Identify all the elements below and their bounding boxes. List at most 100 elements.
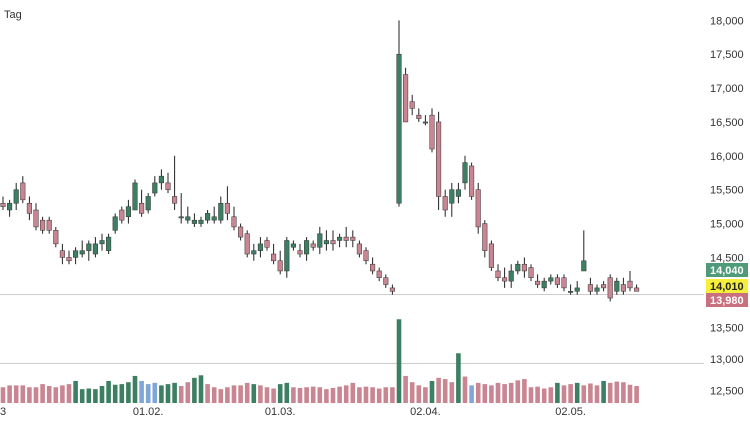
- candle-body: [449, 189, 455, 204]
- volume-tick-label: 13,500: [710, 322, 744, 334]
- price-tick-label: 15,500: [710, 185, 744, 197]
- candle-body: [614, 280, 620, 292]
- price-tick-label: 14,500: [710, 252, 744, 264]
- candle-body: [165, 182, 171, 190]
- volume-bar: [139, 380, 144, 403]
- candle-body: [211, 216, 217, 221]
- volume-bar: [350, 382, 356, 403]
- candle-body: [469, 165, 475, 197]
- price-tag-mid-label: 14,010: [710, 281, 744, 293]
- candle-body: [112, 216, 118, 231]
- candle-body: [158, 175, 164, 184]
- candle-body: [350, 236, 356, 241]
- volume-bar: [112, 384, 118, 403]
- candle-body: [119, 209, 125, 221]
- candle-body: [462, 162, 468, 184]
- candle-body: [634, 287, 640, 292]
- candle-body: [416, 114, 422, 119]
- candle-body: [548, 277, 554, 282]
- volume-bar: [416, 385, 422, 403]
- volume-bar: [548, 387, 554, 403]
- candle-body: [284, 240, 290, 272]
- volume-bar: [40, 384, 45, 403]
- volume-bar: [7, 385, 12, 403]
- candle-body: [396, 53, 402, 204]
- volume-bar: [145, 384, 151, 403]
- volume-bar: [627, 384, 633, 403]
- volume-bar: [205, 384, 210, 403]
- candle-body: [343, 236, 349, 241]
- candle-body: [277, 260, 283, 272]
- volume-bar: [502, 384, 507, 403]
- price-tag-high: [706, 263, 748, 277]
- volume-bar: [66, 384, 72, 403]
- volume-bar: [0, 387, 6, 403]
- candle-body: [139, 202, 145, 214]
- volume-bar: [343, 385, 349, 403]
- volume-bar: [271, 388, 276, 403]
- candle-body: [152, 182, 158, 194]
- volume-bar: [594, 385, 600, 403]
- volume-bar: [284, 382, 290, 403]
- volume-bar: [568, 384, 573, 403]
- volume-bar: [258, 385, 263, 403]
- volume-bar: [601, 380, 606, 403]
- volume-bar: [324, 389, 329, 403]
- price-tag-low-label: 13,980: [710, 295, 744, 307]
- candle-body: [145, 196, 151, 211]
- volume-bar: [482, 384, 488, 403]
- candle-body: [541, 280, 547, 289]
- candle-body: [251, 250, 257, 255]
- volume-bar: [79, 389, 85, 403]
- volume-bar: [330, 387, 336, 403]
- candle-body: [528, 267, 534, 278]
- candle-body: [356, 243, 362, 255]
- volume-bar: [390, 387, 395, 403]
- volume-bar: [495, 382, 501, 403]
- volume-bar: [126, 382, 131, 403]
- candle-body: [574, 287, 580, 292]
- candle-body: [231, 216, 237, 228]
- candle-body: [20, 182, 26, 201]
- candle-body: [238, 226, 244, 238]
- price-tick-label: 17,500: [710, 49, 744, 61]
- volume-bar: [277, 384, 283, 403]
- candle-body: [337, 236, 343, 241]
- volume-bar: [238, 385, 243, 403]
- volume-bar: [152, 382, 158, 403]
- candle-body: [304, 240, 310, 255]
- volume-bar: [423, 387, 428, 403]
- volume-bar: [508, 382, 514, 403]
- volume-bar: [561, 385, 567, 403]
- volume-bar: [442, 379, 448, 403]
- candle-body: [581, 260, 587, 272]
- candle-body: [455, 189, 461, 197]
- candle-body: [495, 270, 501, 278]
- candle-body: [442, 196, 448, 211]
- candle-body: [125, 206, 131, 218]
- period-label[interactable]: Tag: [4, 9, 22, 21]
- candle-body: [568, 291, 574, 293]
- price-tag-mid: [706, 279, 748, 293]
- volume-bar: [192, 377, 197, 403]
- price-tick-label: 15,000: [710, 219, 744, 231]
- candle-body: [264, 240, 270, 248]
- x-tick-label: 01.02.: [133, 406, 164, 418]
- candle-body: [620, 284, 626, 292]
- volume-bar: [53, 387, 59, 403]
- volume-bar: [264, 387, 270, 403]
- volume-bar: [185, 382, 191, 403]
- volume-bar: [33, 387, 39, 403]
- x-tick-label: 3: [0, 406, 6, 418]
- volume-tick-label: 12,500: [710, 385, 744, 397]
- volume-bar: [363, 386, 369, 403]
- volume-bar: [449, 382, 455, 403]
- candle-body: [26, 202, 32, 214]
- price-tick-label: 16,500: [710, 117, 744, 129]
- volume-bar: [429, 380, 435, 403]
- volume-bar: [614, 381, 620, 403]
- candle-body: [59, 250, 65, 258]
- candle-body: [482, 223, 488, 251]
- candle-body: [185, 216, 191, 221]
